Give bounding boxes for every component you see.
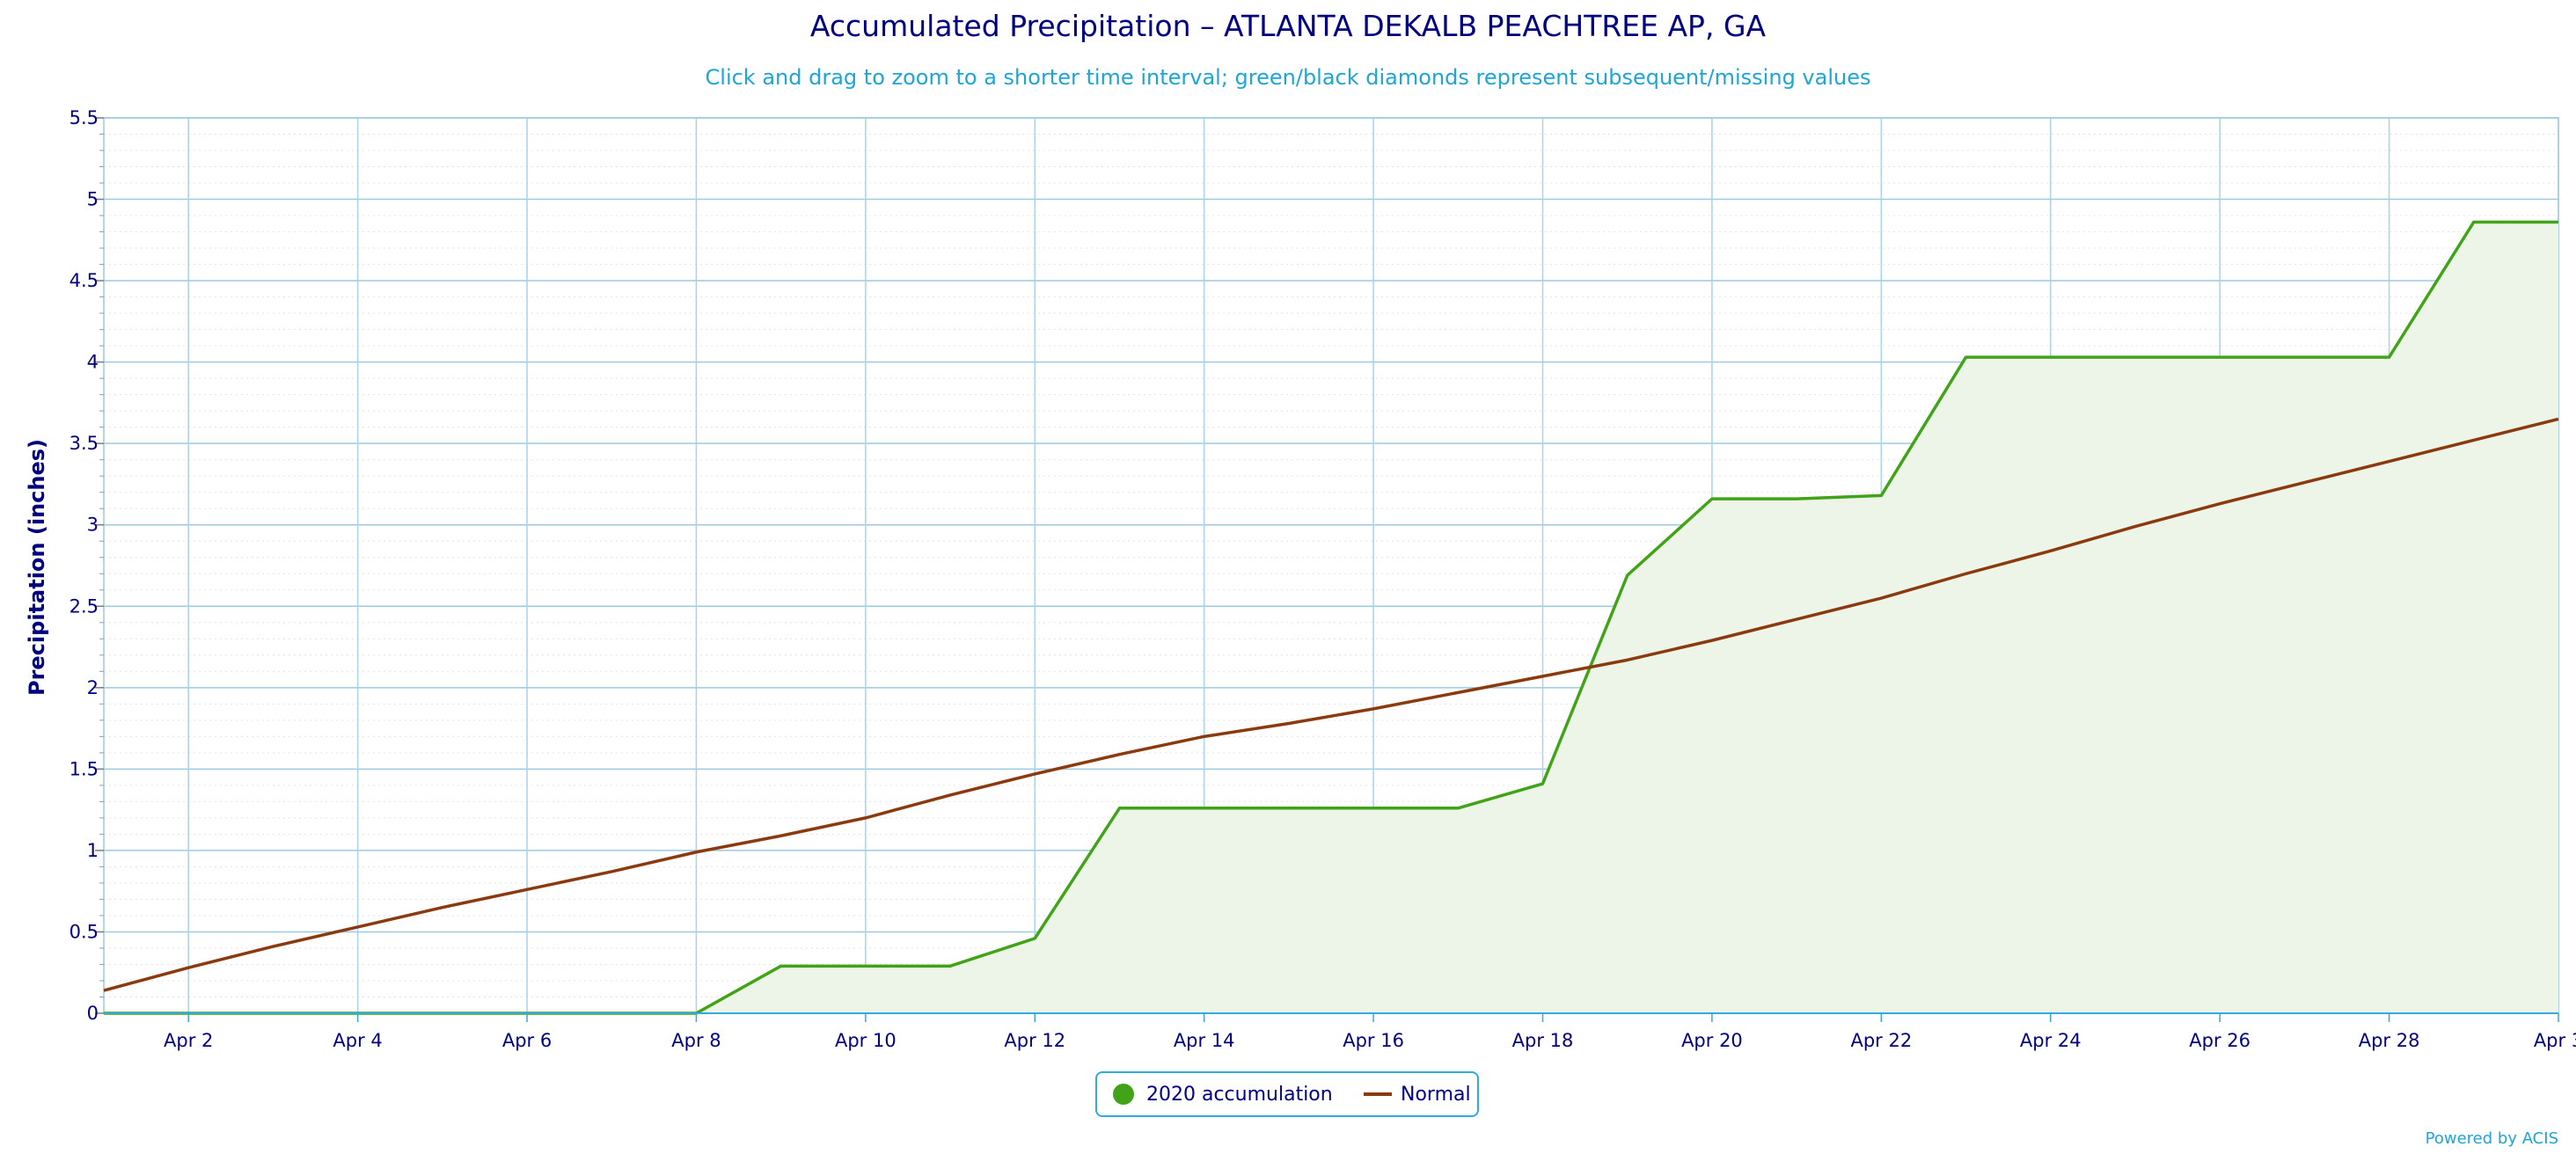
legend-label-2020-accumulation: 2020 accumulation	[1146, 1083, 1333, 1106]
chart-subtitle: Click and drag to zoom to a shorter time…	[705, 65, 1871, 90]
y-tick-label: 0.5	[70, 921, 99, 942]
legend: 2020 accumulation Normal	[1095, 1071, 1479, 1117]
x-tick-label: Apr 20	[1681, 1030, 1743, 1051]
x-tick-label: Apr 2	[164, 1030, 213, 1051]
y-tick-label: 1.5	[70, 758, 99, 779]
legend-marker-normal	[1364, 1092, 1392, 1096]
legend-item-normal[interactable]: Normal	[1364, 1073, 1471, 1115]
y-tick-label: 3.5	[70, 433, 99, 454]
x-tick-label: Apr 10	[835, 1030, 896, 1051]
y-tick-label: 1	[87, 840, 99, 861]
legend-label-normal: Normal	[1401, 1083, 1471, 1106]
y-tick-label: 0	[87, 1003, 99, 1024]
y-tick-label: 4	[87, 352, 99, 373]
y-tick-label: 2	[87, 677, 99, 698]
chart-title: Accumulated Precipitation – ATLANTA DEKA…	[809, 9, 1767, 43]
series-2020-accumulation-area	[104, 222, 2558, 1013]
y-tick-label: 5.5	[70, 107, 99, 128]
credits-link[interactable]: Powered by ACIS	[2425, 1129, 2558, 1148]
x-tick-label: Apr 26	[2189, 1030, 2250, 1051]
x-tick-label: Apr 24	[2020, 1030, 2082, 1051]
y-tick-label: 4.5	[70, 270, 99, 291]
x-tick-label: Apr 3	[2534, 1030, 2576, 1051]
x-tick-label: Apr 4	[333, 1030, 382, 1051]
y-tick-label: 2.5	[70, 595, 99, 617]
x-tick-label: Apr 28	[2359, 1030, 2420, 1051]
y-tick-label: 3	[87, 515, 99, 536]
x-tick-label: Apr 8	[671, 1030, 721, 1051]
x-tick-label: Apr 18	[1512, 1030, 1574, 1051]
x-tick-label: Apr 6	[502, 1030, 552, 1051]
x-tick-label: Apr 22	[1850, 1030, 1912, 1051]
series-normal-line[interactable]	[103, 417, 2559, 992]
series-layer	[103, 220, 2559, 1015]
axes: 0 0.5 1 1.5 2 2.5 3 3.5 4 4.5 5 5.5 Apr 2 Apr 4 Apr 6 A…	[70, 107, 2576, 1051]
x-tick-label: Apr 12	[1004, 1030, 1065, 1051]
x-tick-label: Apr 14	[1174, 1030, 1235, 1051]
legend-marker-2020-accumulation	[1113, 1084, 1134, 1105]
x-tick-label: Apr 16	[1343, 1030, 1404, 1051]
y-tick-label: 5	[87, 189, 99, 210]
legend-item-2020-accumulation[interactable]: 2020 accumulation	[1113, 1073, 1333, 1115]
